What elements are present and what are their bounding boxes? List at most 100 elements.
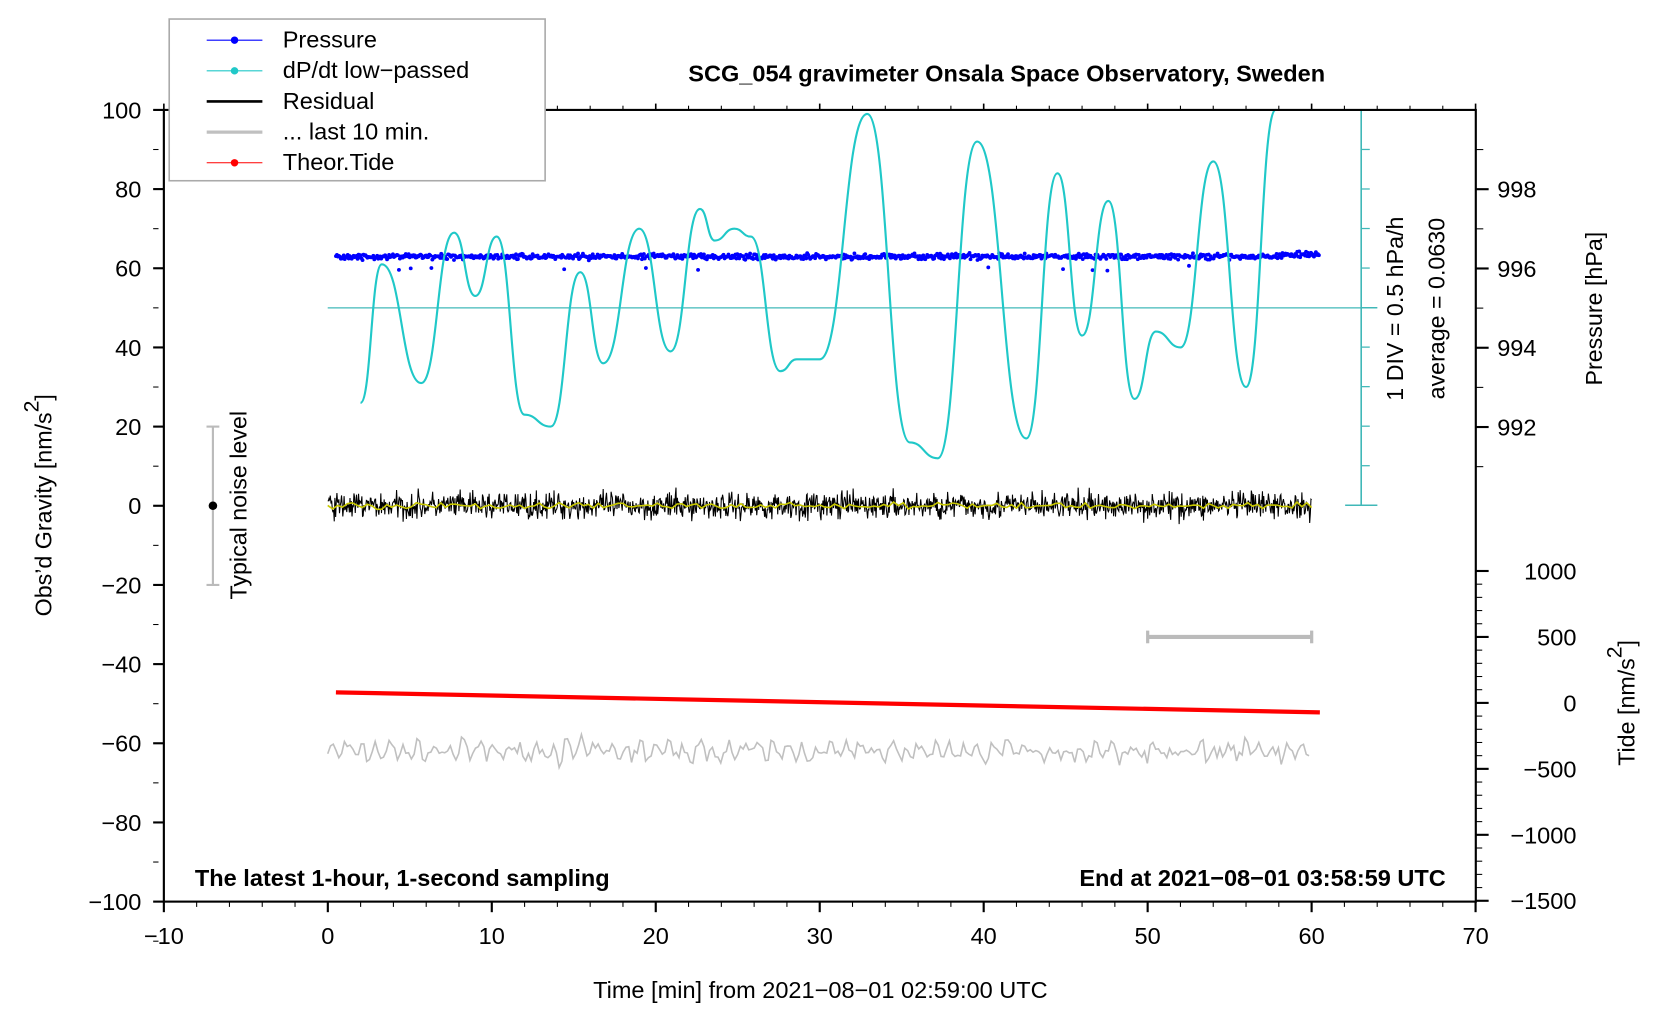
pressure-point [445,257,450,261]
pressure-point [1316,253,1321,258]
pressure-point [1160,253,1165,258]
pressure-tick-label: 998 [1497,177,1536,203]
y-tick-label: −60 [101,731,141,757]
pressure-point [612,253,617,257]
pressure-point [967,251,972,255]
pressure-point [751,257,756,261]
x-tick-label: 60 [1299,923,1325,949]
pressure-point [514,252,518,257]
x-axis-label: Time [min] from 2021−08−01 02:59:00 UTC [593,977,1048,1003]
legend-marker [230,36,239,44]
pressure-point [1298,255,1303,260]
pressure-point [702,252,706,257]
pressure-point [863,252,868,257]
pressure-point [1022,251,1027,256]
pressure-point [1119,252,1124,257]
pressure-point [852,251,857,256]
pressure-point [641,252,646,256]
pressure-point [1238,257,1243,261]
tide-tick-label: 0 [1563,690,1576,716]
pressure-point [562,267,567,272]
y-tick-label: 20 [115,414,141,440]
legend: Pressure dP/dt low−passed Residual ... last… [168,18,546,182]
average-label: average = 0.0630 [1424,218,1450,400]
pressure-point [358,253,363,258]
end-time-note: End at 2021−08−01 03:58:59 UTC [1079,865,1446,891]
pressure-point [575,254,579,259]
pressure-point [1105,268,1110,273]
pressure-point [804,256,809,261]
pressure-point [932,256,937,261]
x-tick-label: 30 [807,923,833,949]
pressure-point [912,251,917,256]
y-tick-label: 100 [102,98,141,124]
y-tick-label: −20 [101,573,141,599]
pressure-point [743,257,748,262]
x-tick-label: 0 [321,923,334,949]
pressure-tick-label: 992 [1497,415,1536,441]
pressure-point [1187,263,1191,268]
pressure-point [748,251,753,256]
tide-tick-label: −1000 [1510,822,1576,848]
y-tick-label: −40 [101,652,141,678]
pressure-point [1080,257,1085,261]
sampling-note: The latest 1-hour, 1-second sampling [195,865,610,891]
tide-tick-label: 1000 [1524,559,1576,585]
div-label: 1 DIV = 0.5 hPa/h [1382,217,1408,401]
pressure-point [1090,268,1095,273]
pressure-point [1215,251,1220,256]
pressure-point [590,252,595,257]
pressure-point [671,252,676,257]
pressure-point [734,256,739,261]
pressure-point [801,257,806,261]
plot-marks [206,108,1378,771]
pressure-point [360,258,365,263]
pressure-point [968,257,973,262]
y-tick-label: 60 [115,256,141,282]
pressure-point [953,251,958,256]
y-tick-label: −80 [101,810,141,836]
pressure-point [861,256,866,261]
legend-label: Theor.Tide [283,149,395,175]
noise-label: Typical noise level [225,411,251,600]
pressure-point [986,265,991,270]
legend-label: Residual [283,88,375,114]
pressure-point [919,257,924,262]
pressure-point [429,266,434,270]
x-tick-label: 40 [971,923,997,949]
pressure-point [867,257,872,261]
pressure-point [406,252,411,257]
pressure-point [741,254,746,259]
axis-ticks: −10 0 10 20 30 40 50 60 70100806040200−20−40−60−… [88,98,1576,949]
legend-label: dP/dt low−passed [283,57,470,83]
pressure-point [452,258,456,262]
pressure-point [1136,252,1141,257]
pressure-tick-label: 994 [1497,335,1536,361]
last-10-min-series [326,731,1310,771]
noise-level-dot [208,501,218,510]
legend-marker [230,159,239,167]
y-axis-label: Obs’d Gravity [nm/s2] [19,394,56,616]
pressure-point [737,256,742,261]
y-tick-label: −100 [88,889,141,915]
pressure-point [1168,257,1173,261]
pressure-point [916,257,921,262]
pressure-point [515,257,520,261]
pressure-point [1125,257,1129,262]
tide-tick-label: −1500 [1510,888,1576,914]
x-tick-label: 50 [1135,923,1161,949]
pressure-tick-label: 996 [1497,256,1536,282]
pressure-point [897,253,902,258]
pressure-point [576,251,580,256]
pressure-point [696,267,700,272]
pressure-axis-label: Pressure [hPa] [1581,232,1607,386]
residual-smoothed-series [327,500,1313,511]
x-tick-label: 20 [643,923,669,949]
pressure-point [1274,251,1279,256]
pressure-point [643,266,648,270]
pressure-point [495,252,500,257]
x-tick-label: −10 [144,923,184,949]
x-tick-label: 10 [479,923,505,949]
dpdt-series [359,108,1277,460]
